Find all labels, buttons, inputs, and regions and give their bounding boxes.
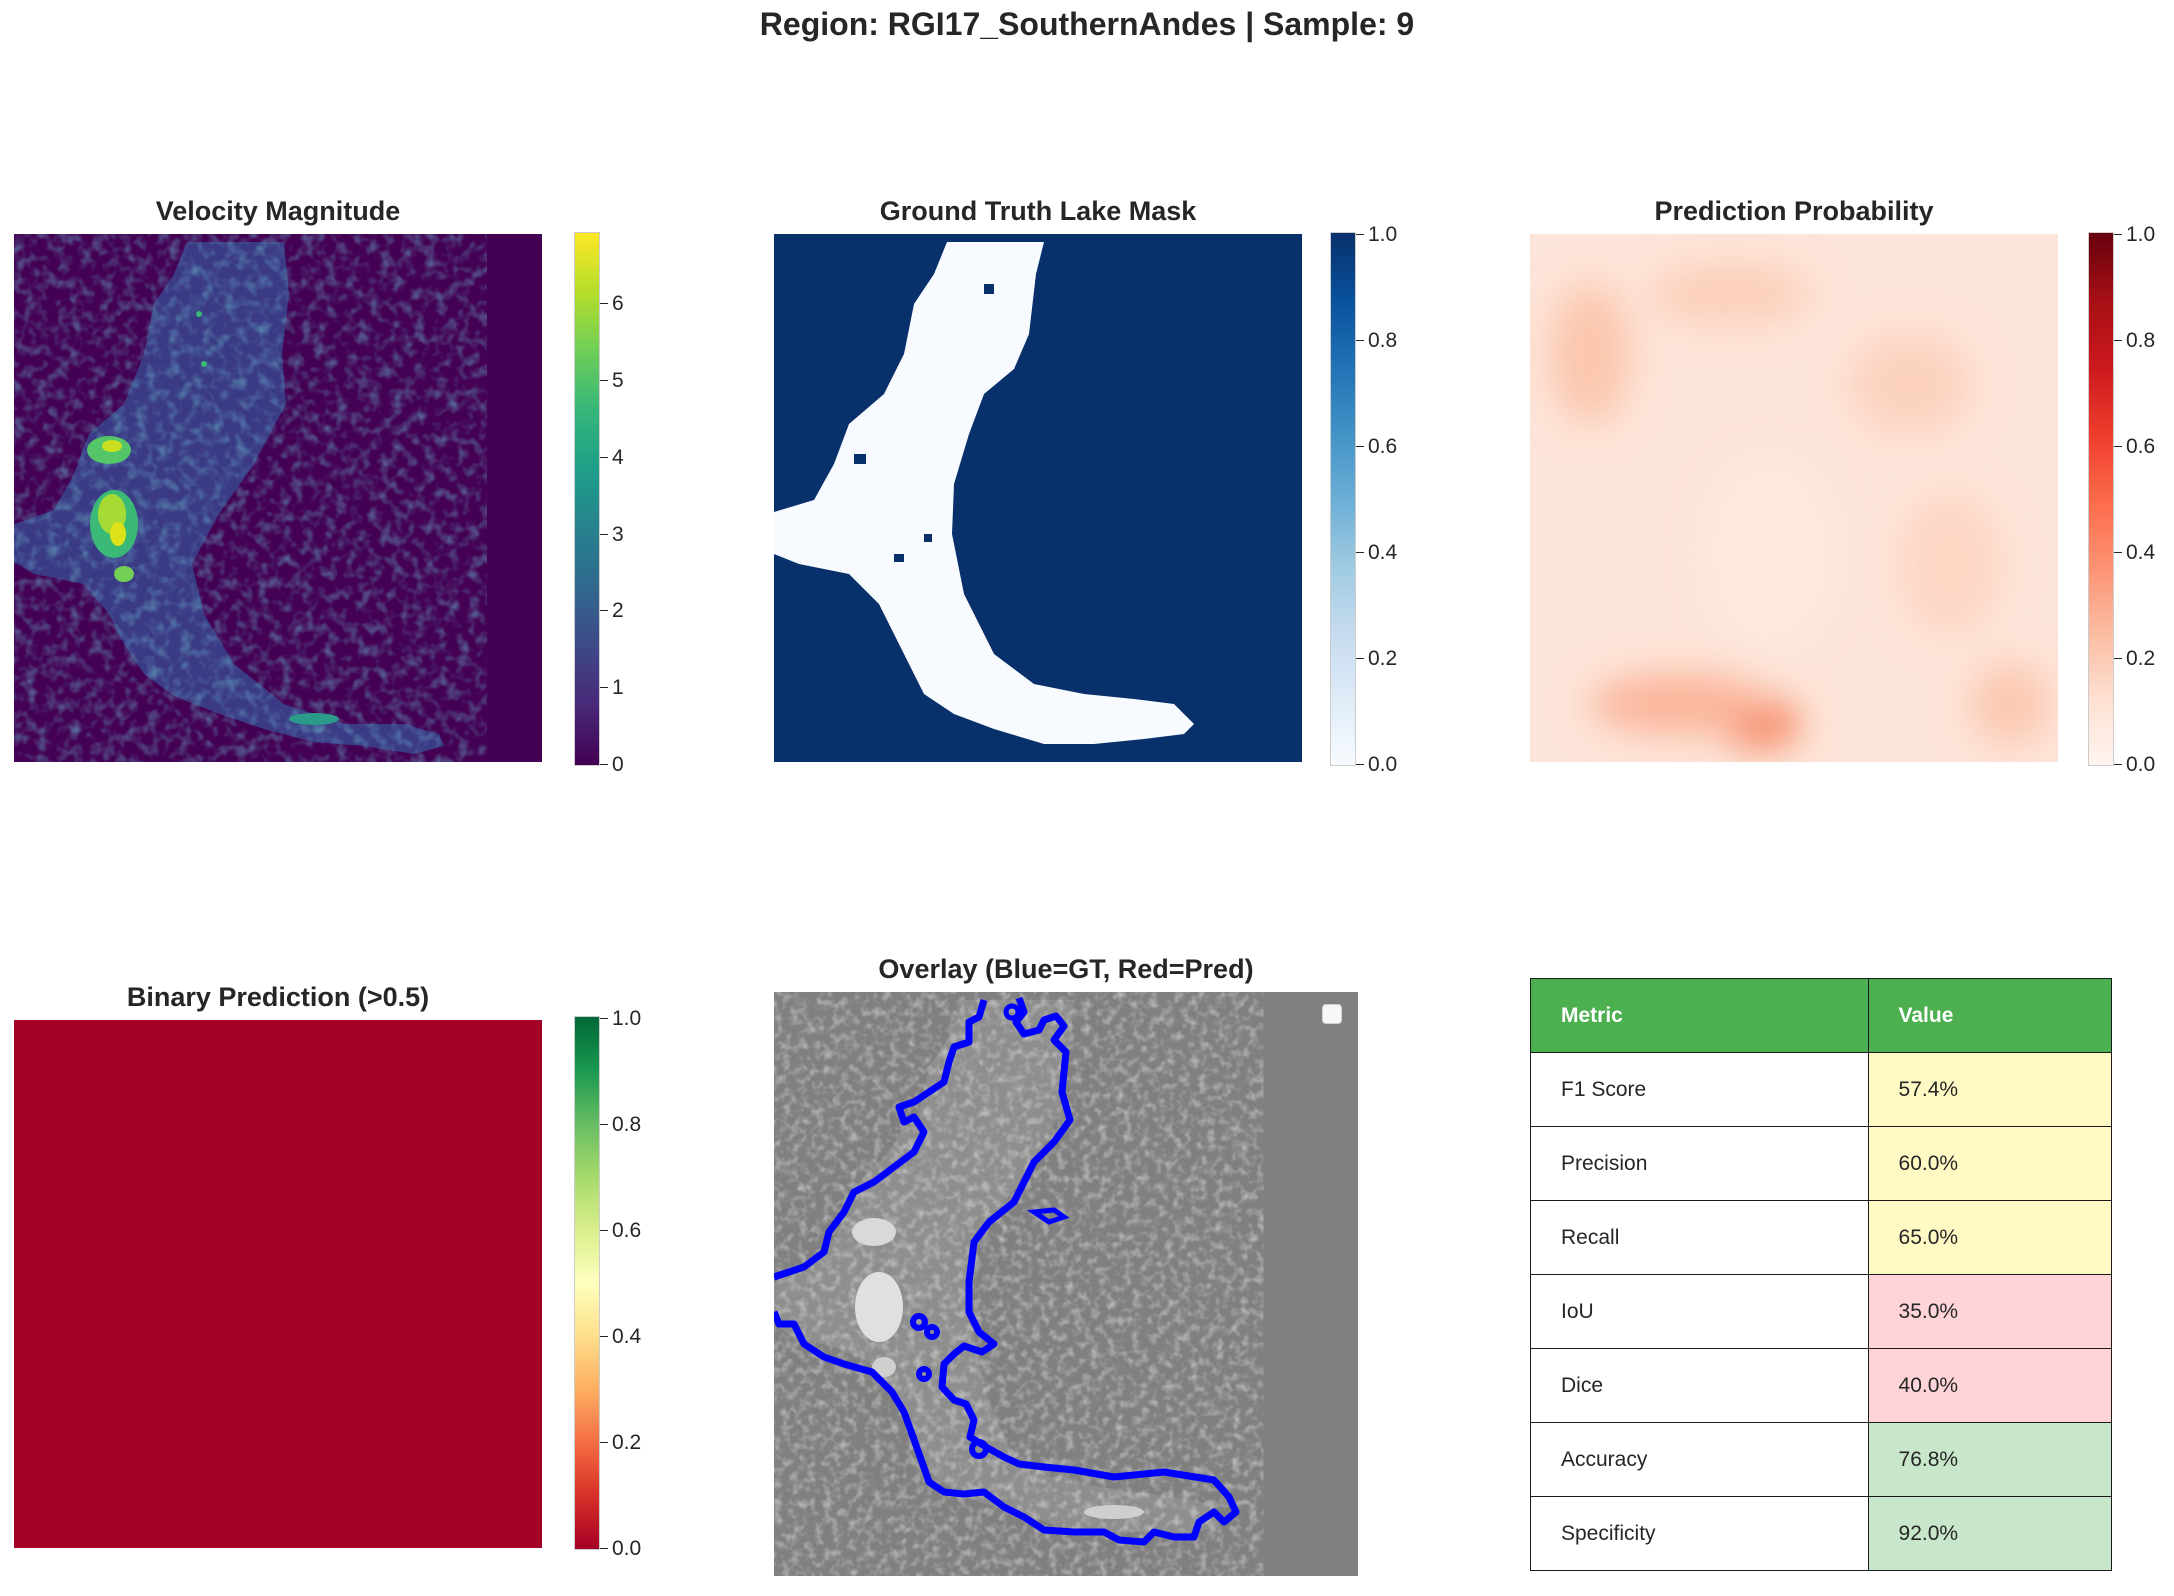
ground-truth-tick-mark xyxy=(1356,340,1364,341)
velocity-tick-label: 6 xyxy=(612,292,624,316)
probability-colorbar xyxy=(2088,232,2114,766)
figure-title: Region: RGI17_SouthernAndes | Sample: 9 xyxy=(759,6,1415,42)
probability-tick-mark xyxy=(2114,764,2122,765)
ground-truth-tick-mark xyxy=(1356,446,1364,447)
probability-tick-mark xyxy=(2114,234,2122,235)
metrics-row: Precision 60.0% xyxy=(1530,1126,2113,1201)
metrics-row: Dice 40.0% xyxy=(1530,1348,2113,1423)
ground-truth-tick-label: 0.8 xyxy=(1368,329,1398,352)
ground-truth-colorbar xyxy=(1330,232,1356,766)
metric-name: IoU xyxy=(1530,1274,1869,1349)
metric-value: 60.0% xyxy=(1867,1126,2113,1201)
overlay-title: Overlay (Blue=GT, Red=Pred) xyxy=(878,954,1254,984)
binary-tick-mark xyxy=(600,1442,608,1443)
overlay-image xyxy=(774,992,1358,1576)
metric-name: Recall xyxy=(1530,1200,1869,1275)
binary-tick-label: 0.0 xyxy=(612,1537,642,1560)
metrics-row: Recall 65.0% xyxy=(1530,1200,2113,1275)
ground-truth-tick-label: 0.0 xyxy=(1368,753,1398,776)
velocity-title: Velocity Magnitude xyxy=(155,196,401,226)
ground-truth-tick-label: 1.0 xyxy=(1368,223,1398,246)
binary-tick-mark xyxy=(600,1230,608,1231)
velocity-tick-mark xyxy=(600,456,608,458)
metric-header: Metric xyxy=(1530,978,1869,1053)
velocity-tick-mark xyxy=(600,687,608,689)
metrics-header-row: Metric Value xyxy=(1530,978,2113,1053)
probability-tick-label: 0.8 xyxy=(2126,329,2156,352)
metric-name: F1 Score xyxy=(1530,1052,1869,1127)
velocity-tick-label: 4 xyxy=(612,445,624,469)
metric-value: 92.0% xyxy=(1867,1496,2113,1571)
binary-tick-label: 1.0 xyxy=(612,1007,642,1030)
ground-truth-tick-label: 0.2 xyxy=(1368,647,1398,670)
probability-tick-label: 0.6 xyxy=(2126,435,2156,458)
metric-value: 76.8% xyxy=(1867,1422,2113,1497)
binary-tick-label: 0.4 xyxy=(612,1325,642,1348)
velocity-tick-mark xyxy=(600,379,608,381)
binary-tick-label: 0.2 xyxy=(612,1431,642,1454)
metric-value: 35.0% xyxy=(1867,1274,2113,1349)
binary-colorbar xyxy=(574,1016,600,1550)
velocity-colorbar xyxy=(574,232,600,766)
metric-name: Accuracy xyxy=(1530,1422,1869,1497)
ground-truth-tick-mark xyxy=(1356,764,1364,765)
binary-title: Binary Prediction (>0.5) xyxy=(126,982,430,1012)
binary-tick-mark xyxy=(600,1548,608,1549)
metrics-table: Metric Value F1 Score 57.4% Precision 60.0%… xyxy=(1530,978,2113,1571)
velocity-heatmap xyxy=(14,234,542,762)
metric-value: 65.0% xyxy=(1867,1200,2113,1275)
velocity-tick-label: 2 xyxy=(612,599,624,623)
value-header: Value xyxy=(1867,978,2113,1053)
ground-truth-tick-label: 0.4 xyxy=(1368,541,1398,564)
metrics-row: Specificity 92.0% xyxy=(1530,1496,2113,1571)
binary-tick-mark xyxy=(600,1018,608,1019)
probability-tick-label: 1.0 xyxy=(2126,223,2156,246)
ground-truth-tick-label: 0.6 xyxy=(1368,435,1398,458)
ground-truth-tick-mark xyxy=(1356,658,1364,659)
velocity-tick-mark xyxy=(600,303,608,305)
probability-tick-label: 0.0 xyxy=(2126,753,2156,776)
probability-tick-mark xyxy=(2114,658,2122,659)
metrics-row: Accuracy 76.8% xyxy=(1530,1422,2113,1497)
probability-tick-mark xyxy=(2114,340,2122,341)
binary-tick-label: 0.6 xyxy=(612,1219,642,1242)
velocity-tick-mark xyxy=(600,764,608,765)
velocity-tick-label: 3 xyxy=(612,522,624,546)
metric-value: 40.0% xyxy=(1867,1348,2113,1423)
velocity-tick-mark xyxy=(600,533,608,535)
metric-value: 57.4% xyxy=(1867,1052,2113,1127)
probability-title: Prediction Probability xyxy=(1654,196,1934,226)
velocity-tick-label: 0 xyxy=(612,753,624,776)
probability-tick-mark xyxy=(2114,446,2122,447)
ground-truth-tick-mark xyxy=(1356,234,1364,235)
metric-name: Specificity xyxy=(1530,1496,1869,1571)
velocity-tick-label: 5 xyxy=(612,368,624,392)
metric-name: Dice xyxy=(1530,1348,1869,1423)
velocity-tick-mark xyxy=(600,610,608,612)
probability-tick-label: 0.2 xyxy=(2126,647,2156,670)
binary-tick-mark xyxy=(600,1336,608,1337)
binary-heatmap xyxy=(14,1020,542,1548)
probability-tick-label: 0.4 xyxy=(2126,541,2156,564)
velocity-tick-label: 1 xyxy=(612,676,624,700)
metrics-row: F1 Score 57.4% xyxy=(1530,1052,2113,1127)
probability-heatmap xyxy=(1530,234,2058,762)
ground-truth-title: Ground Truth Lake Mask xyxy=(879,196,1197,226)
binary-tick-label: 0.8 xyxy=(612,1113,642,1136)
overlay-legend xyxy=(1322,1004,1342,1024)
ground-truth-tick-mark xyxy=(1356,552,1364,553)
binary-tick-mark xyxy=(600,1124,608,1125)
probability-tick-mark xyxy=(2114,552,2122,553)
metrics-row: IoU 35.0% xyxy=(1530,1274,2113,1349)
metric-name: Precision xyxy=(1530,1126,1869,1201)
ground-truth-heatmap xyxy=(774,234,1302,762)
